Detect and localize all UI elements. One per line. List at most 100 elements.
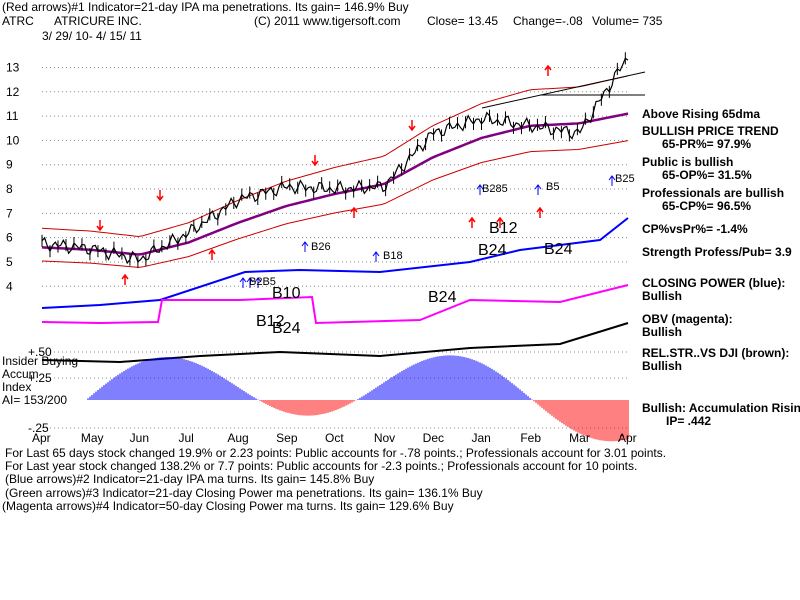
price-bands xyxy=(41,75,629,268)
x-tick-label: Jul xyxy=(179,431,194,445)
copyright-source: (C) 2011 www.tigersoft.com xyxy=(254,14,401,28)
y-tick-label: 8 xyxy=(6,182,13,196)
close-value: Close= 13.45 xyxy=(427,14,499,28)
accum-tick-label: +.50 xyxy=(28,345,52,359)
x-tick-label: Apr xyxy=(618,431,637,445)
closing-power-value: Bullish xyxy=(642,289,683,303)
y-tick-label: 7 xyxy=(6,206,13,220)
x-tick-label: Feb xyxy=(520,431,541,445)
cpvspr-value: CP%vsPr%= -1.4% xyxy=(642,222,748,236)
x-tick-label: Mar xyxy=(569,431,590,445)
obv-value: Bullish xyxy=(642,325,683,339)
cp-value: 65-CP%= 96.5% xyxy=(662,199,752,213)
footer-blue-arrows: (Blue arrows)#2 Indicator=21-day IPA ma … xyxy=(5,472,375,486)
footer-65day: For Last 65 days stock changed 19.9% or … xyxy=(5,446,667,460)
y-tick-label: 13 xyxy=(6,60,20,74)
y-tick-label: 11 xyxy=(6,109,19,123)
header-indicator-line: (Red arrows)#1 Indicator=21-day IPA ma p… xyxy=(2,0,409,14)
red-signal-arrow xyxy=(544,64,552,76)
trend-title: BULLISH PRICE TREND xyxy=(642,124,779,138)
red-signal-arrow xyxy=(156,190,164,202)
relative-strength-line xyxy=(41,322,629,364)
red-signal-arrow xyxy=(468,216,476,228)
blue-signal-arrow xyxy=(301,241,309,252)
company-name: ATRICURE INC. xyxy=(54,14,142,28)
relstr-title: REL.STR..VS DJI (brown): xyxy=(642,346,790,360)
ai-value: AI= 153/200 xyxy=(2,393,68,407)
annotation-b-cluster: B2B5 xyxy=(249,276,276,288)
red-signal-arrow xyxy=(536,206,544,218)
accumulation-title: Bullish: Accumulation Rising xyxy=(642,401,800,415)
annotation-b10: B10 xyxy=(272,285,301,302)
axis-tick-labels: 4 5 6 7 8 9 10 11 12 13 Apr May Jun Jul Aug Sep Oct Nov De… xyxy=(6,60,637,445)
obv-title: OBV (magenta): xyxy=(642,312,733,326)
blue-signal-arrow xyxy=(372,251,380,262)
x-tick-label: May xyxy=(81,431,104,445)
date-range: 3/ 29/ 10- 4/ 15/ 11 xyxy=(42,29,142,43)
footer-green-arrows: (Green arrows)#3 Indicator=21-day Closin… xyxy=(5,486,483,500)
red-signal-arrow xyxy=(311,155,319,167)
accum-label-text: Accum xyxy=(2,367,39,381)
index-label: Index xyxy=(2,380,32,394)
pr-value: 65-PR%= 97.9% xyxy=(662,137,752,151)
footer-year: For Last year stock changed 138.2% or 7.… xyxy=(5,459,638,473)
annotation-b285: B285 xyxy=(482,183,508,195)
y-tick-label: 9 xyxy=(6,158,13,172)
upper-band xyxy=(41,75,629,237)
closing-power-line xyxy=(41,217,629,309)
annotation-b5: B5 xyxy=(546,181,560,193)
insider-label: Insider Buying xyxy=(2,354,79,368)
y-tick-label: 12 xyxy=(6,85,20,99)
x-tick-label: Dec xyxy=(423,431,444,445)
chart-gridlines xyxy=(42,66,628,429)
red-signal-arrow xyxy=(96,220,104,232)
trendline-upper xyxy=(481,71,646,109)
y-tick-label: 4 xyxy=(6,279,13,293)
signal-arrows xyxy=(96,64,646,288)
annotation-b24-3: B24 xyxy=(272,320,301,337)
price-polyline xyxy=(41,57,629,265)
strength-value: Strength Profess/Pub= 3.9 xyxy=(642,245,792,259)
x-tick-label: Aug xyxy=(227,431,248,445)
accum-tick-label: -.25 xyxy=(28,421,49,435)
blue-signal-arrow xyxy=(476,184,484,195)
y-tick-label: 6 xyxy=(6,231,13,245)
relstr-value: Bullish xyxy=(642,359,683,373)
above-rising-label: Above Rising 65dma xyxy=(642,107,761,121)
red-signal-arrow xyxy=(496,216,504,228)
blue-signal-arrow xyxy=(534,184,542,195)
x-tick-label: Jun xyxy=(130,431,149,445)
moving-average-line xyxy=(41,112,629,256)
professionals-title: Professionals are bullish xyxy=(642,186,785,200)
annotation-b25: B25 xyxy=(615,173,635,185)
y-tick-label: 10 xyxy=(6,133,20,147)
op-value: 65-OP%= 31.5% xyxy=(662,168,752,182)
red-signal-arrow xyxy=(408,120,416,132)
ma-line xyxy=(41,112,629,256)
x-tick-label: Apr xyxy=(32,431,51,445)
blue-signal-arrow xyxy=(608,175,616,186)
red-signal-arrow xyxy=(121,273,129,285)
lower-band xyxy=(41,140,629,268)
footer-magenta-arrows: (Magenta arrows)#4 Indicator=50-day Clos… xyxy=(2,499,454,513)
red-signal-arrow xyxy=(208,248,216,260)
indicator-lines xyxy=(41,217,629,364)
accum-tick-label: +.25 xyxy=(28,371,52,385)
annotation-b26: B26 xyxy=(311,241,331,253)
public-title: Public is bullish xyxy=(642,155,734,169)
x-tick-label: Oct xyxy=(325,431,344,445)
accumulation-histogram xyxy=(87,355,629,442)
blue-signal-arrow xyxy=(239,277,247,288)
ip-value: IP= .442 xyxy=(666,414,712,428)
obv-line xyxy=(41,284,629,325)
annotation-b12: B12 xyxy=(489,220,518,237)
annotation-b24-4: B24 xyxy=(428,289,457,306)
x-tick-label: Sep xyxy=(276,431,298,445)
volume-value: Volume= 735 xyxy=(592,14,663,28)
blue-signal-arrow xyxy=(254,277,262,288)
annotation-b18: B18 xyxy=(383,250,403,262)
x-tick-label: Nov xyxy=(374,431,395,445)
annotation-b12-2: B12 xyxy=(256,313,285,330)
blue-signal-arrow xyxy=(246,277,254,288)
